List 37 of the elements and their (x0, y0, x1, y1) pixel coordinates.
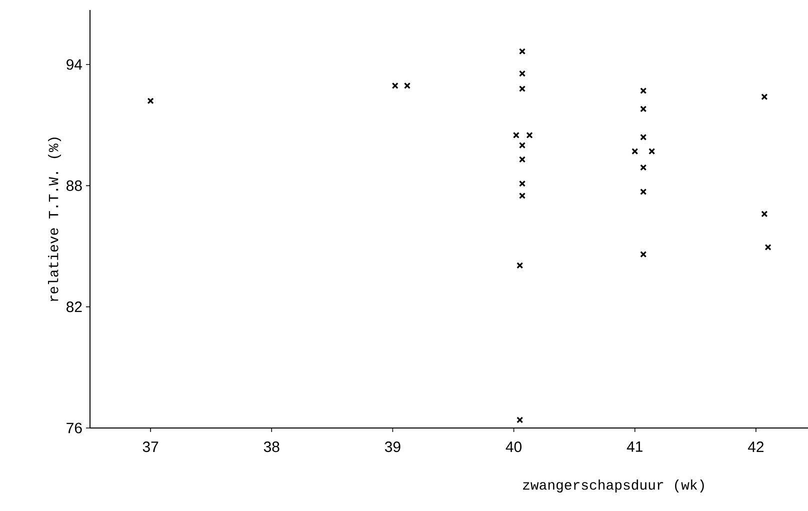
y-tick-label: 94 (66, 59, 82, 70)
y-tick-label: 82 (66, 302, 82, 312)
y-axis-title: relatieve T.T.W. (%) (48, 138, 62, 302)
point (518, 142, 526, 149)
point (518, 85, 526, 92)
point (640, 251, 647, 258)
y-tick-label: 88 (66, 180, 82, 191)
x-tick-label: 41 (626, 442, 642, 452)
point (640, 188, 647, 195)
x-tick-label: 42 (748, 442, 764, 452)
point (640, 106, 647, 112)
point (518, 156, 526, 163)
point (512, 132, 520, 138)
point (392, 82, 398, 89)
point (518, 70, 526, 77)
point (516, 416, 524, 424)
point (764, 244, 772, 251)
point (516, 262, 524, 269)
point (632, 148, 638, 155)
x-tick-label: 38 (264, 442, 280, 452)
point (518, 48, 526, 55)
point (147, 98, 154, 104)
point (640, 134, 647, 140)
point (518, 192, 526, 200)
x-tick-label: 39 (384, 442, 400, 452)
x-tick-label: 40 (506, 442, 522, 452)
point (648, 148, 656, 155)
point (640, 87, 647, 94)
point (761, 94, 768, 100)
point (640, 164, 647, 171)
x-axis-title: zwangerschapsduur (wk) (523, 480, 704, 492)
point (518, 180, 526, 187)
point (526, 132, 533, 138)
point (404, 82, 411, 89)
point (761, 210, 768, 218)
y-tick-label: 76 (66, 422, 82, 434)
x-tick-label: 37 (142, 442, 158, 452)
